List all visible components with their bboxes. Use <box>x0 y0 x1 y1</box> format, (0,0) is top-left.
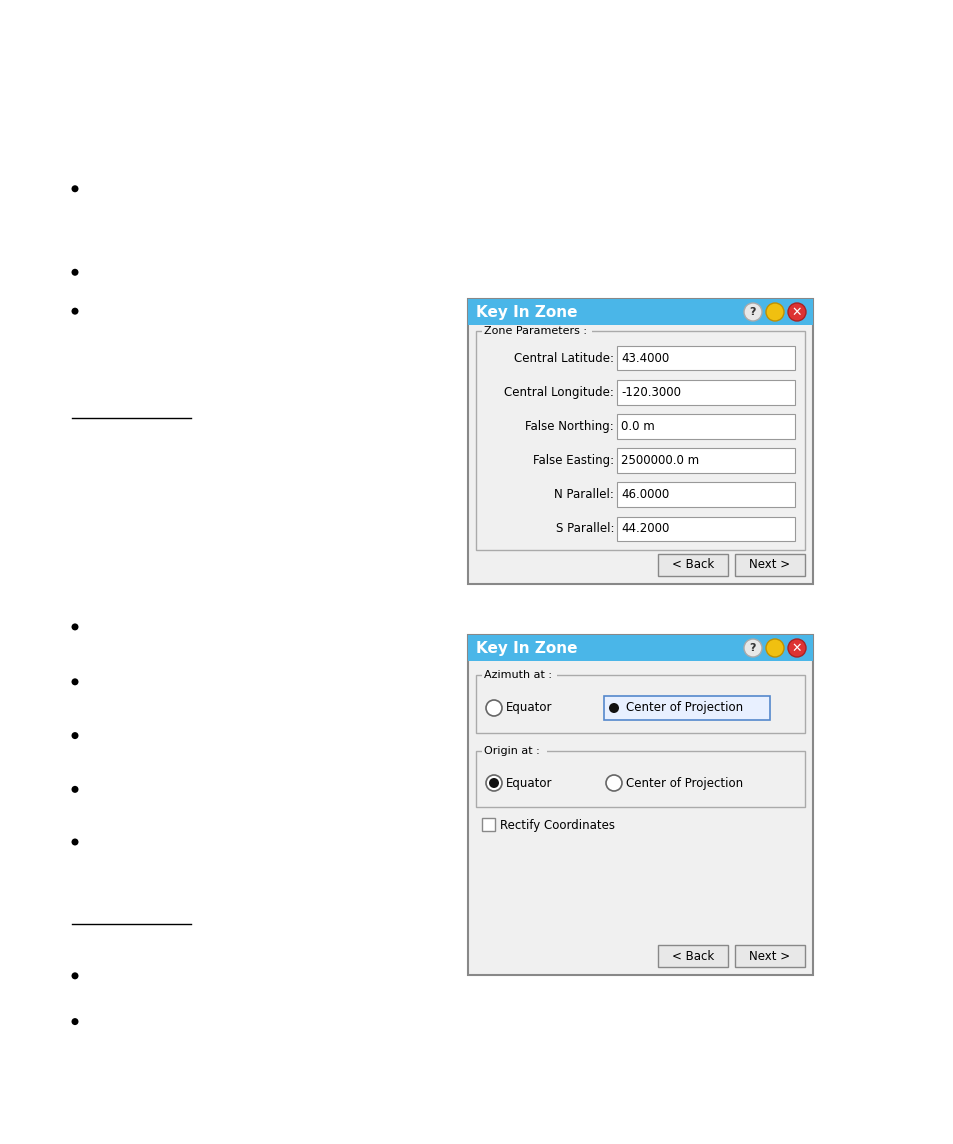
Circle shape <box>485 700 501 716</box>
Circle shape <box>71 839 78 845</box>
Bar <box>481 325 592 337</box>
Text: 46.0000: 46.0000 <box>620 488 669 501</box>
Circle shape <box>489 778 498 788</box>
Text: False Easting:: False Easting: <box>533 454 614 467</box>
Circle shape <box>787 639 805 657</box>
Bar <box>468 299 812 325</box>
Circle shape <box>743 639 761 657</box>
Text: ?: ? <box>749 643 756 653</box>
Text: 43.4000: 43.4000 <box>620 351 669 365</box>
Circle shape <box>765 303 783 321</box>
Text: -120.3000: -120.3000 <box>620 386 680 399</box>
Text: ✕: ✕ <box>791 305 801 318</box>
Bar <box>617 517 794 541</box>
Circle shape <box>605 700 621 716</box>
Text: 0.0 m: 0.0 m <box>620 420 655 432</box>
Text: Next >: Next > <box>749 950 790 962</box>
Text: < Back: < Back <box>671 558 714 572</box>
Text: Origin at :: Origin at : <box>483 746 539 756</box>
Text: N Parallel:: N Parallel: <box>554 488 614 501</box>
Circle shape <box>71 678 78 685</box>
Text: Key In Zone: Key In Zone <box>476 304 577 319</box>
Text: 44.2000: 44.2000 <box>620 523 669 535</box>
Circle shape <box>71 308 78 315</box>
Circle shape <box>743 303 761 321</box>
Circle shape <box>71 185 78 192</box>
Bar <box>468 299 812 583</box>
Text: Rectify Coordinates: Rectify Coordinates <box>499 818 615 832</box>
Bar <box>481 745 546 757</box>
Bar <box>476 675 804 733</box>
Bar <box>481 669 557 681</box>
Bar <box>468 635 812 975</box>
Bar <box>476 331 804 550</box>
Text: Key In Zone: Key In Zone <box>476 641 577 656</box>
Circle shape <box>71 972 78 979</box>
Bar <box>617 380 794 405</box>
Circle shape <box>71 269 78 276</box>
Bar <box>481 818 495 831</box>
Text: 2500000.0 m: 2500000.0 m <box>620 454 699 467</box>
Bar <box>476 750 804 807</box>
Bar <box>617 483 794 507</box>
Circle shape <box>608 704 618 713</box>
Text: ?: ? <box>749 307 756 317</box>
Text: Center of Projection: Center of Projection <box>625 701 742 715</box>
Bar <box>658 554 727 575</box>
Bar <box>617 414 794 438</box>
Circle shape <box>605 774 621 791</box>
Bar <box>603 696 769 720</box>
Circle shape <box>71 732 78 739</box>
Text: Zone Parameters :: Zone Parameters : <box>483 326 586 336</box>
Bar <box>617 345 794 371</box>
Text: False Northing:: False Northing: <box>525 420 614 432</box>
Circle shape <box>71 623 78 630</box>
Circle shape <box>787 303 805 321</box>
Bar <box>617 448 794 472</box>
Text: ★: ★ <box>767 304 781 319</box>
Text: Central Latitude:: Central Latitude: <box>514 351 614 365</box>
Bar <box>734 554 804 575</box>
Bar <box>468 635 812 661</box>
Text: ✕: ✕ <box>791 642 801 654</box>
Text: < Back: < Back <box>671 950 714 962</box>
Text: Central Longitude:: Central Longitude: <box>504 386 614 399</box>
Text: Equator: Equator <box>505 777 552 789</box>
Text: Center of Projection: Center of Projection <box>625 777 742 789</box>
Circle shape <box>765 639 783 657</box>
Circle shape <box>485 774 501 791</box>
Text: Next >: Next > <box>749 558 790 572</box>
Circle shape <box>71 1018 78 1025</box>
Bar <box>658 945 727 967</box>
Bar <box>734 945 804 967</box>
Text: ★: ★ <box>767 641 781 656</box>
Text: S Parallel:: S Parallel: <box>555 523 614 535</box>
Text: Equator: Equator <box>505 701 552 715</box>
Circle shape <box>71 786 78 793</box>
Text: Azimuth at :: Azimuth at : <box>483 670 552 680</box>
